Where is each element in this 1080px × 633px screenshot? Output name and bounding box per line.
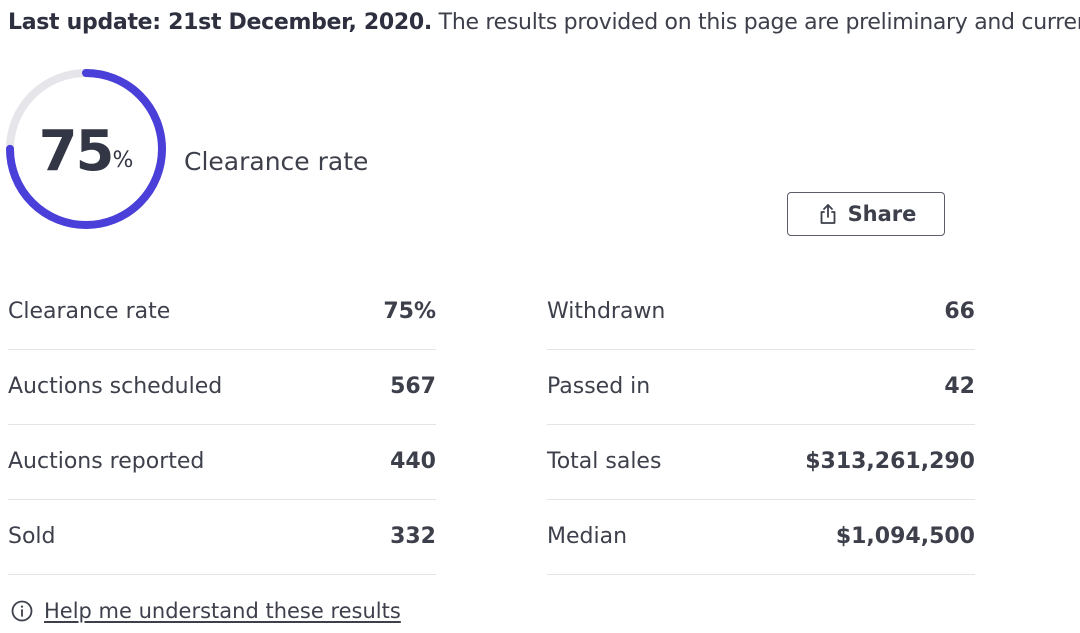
help-link-container: Help me understand these results bbox=[10, 599, 401, 623]
stat-row-sold: Sold 332 bbox=[8, 500, 436, 575]
stat-label: Auctions scheduled bbox=[8, 373, 223, 399]
share-button-label: Share bbox=[847, 202, 917, 226]
last-update-notice: Last update: 21st December, 2020. The re… bbox=[8, 10, 1080, 35]
stat-value: $1,094,500 bbox=[835, 523, 975, 549]
gauge-fill-arc bbox=[6, 69, 166, 229]
last-update-text: The results provided on this page are pr… bbox=[431, 10, 1080, 35]
share-icon bbox=[816, 202, 840, 226]
stat-value: 42 bbox=[944, 373, 975, 399]
stat-label: Sold bbox=[8, 523, 56, 549]
stat-row-withdrawn: Withdrawn 66 bbox=[547, 275, 975, 350]
clearance-rate-gauge: 75% bbox=[5, 68, 167, 230]
stat-row-median: Median $1,094,500 bbox=[547, 500, 975, 575]
stat-label: Withdrawn bbox=[547, 298, 666, 324]
stat-value: 440 bbox=[390, 448, 436, 474]
stat-label: Total sales bbox=[547, 448, 662, 474]
info-icon bbox=[10, 599, 34, 623]
stat-row-auctions-scheduled: Auctions scheduled 567 bbox=[8, 350, 436, 425]
stat-row-passed-in: Passed in 42 bbox=[547, 350, 975, 425]
share-button[interactable]: Share bbox=[787, 192, 945, 236]
gauge-label: Clearance rate bbox=[184, 147, 369, 176]
stat-row-auctions-reported: Auctions reported 440 bbox=[8, 425, 436, 500]
stat-row-total-sales: Total sales $313,261,290 bbox=[547, 425, 975, 500]
stat-row-clearance-rate: Clearance rate 75% bbox=[8, 275, 436, 350]
stat-value: $313,261,290 bbox=[805, 448, 975, 474]
stats-right-column: Withdrawn 66 Passed in 42 Total sales $3… bbox=[547, 275, 975, 575]
stat-label: Clearance rate bbox=[8, 298, 171, 324]
stat-value: 75% bbox=[383, 298, 436, 324]
last-update-date: Last update: 21st December, 2020. bbox=[8, 10, 432, 35]
gauge-value: 75% bbox=[5, 68, 167, 232]
stat-value: 332 bbox=[390, 523, 436, 549]
stat-label: Auctions reported bbox=[8, 448, 205, 474]
gauge-unit: % bbox=[112, 147, 134, 173]
stat-label: Passed in bbox=[547, 373, 651, 399]
gauge-ring bbox=[6, 69, 166, 229]
help-understand-results-link[interactable]: Help me understand these results bbox=[44, 599, 401, 623]
stats-left-column: Clearance rate 75% Auctions scheduled 56… bbox=[8, 275, 436, 575]
stat-value: 567 bbox=[390, 373, 436, 399]
stat-value: 66 bbox=[944, 298, 975, 324]
stat-label: Median bbox=[547, 523, 628, 549]
gauge-number: 75 bbox=[38, 118, 115, 184]
